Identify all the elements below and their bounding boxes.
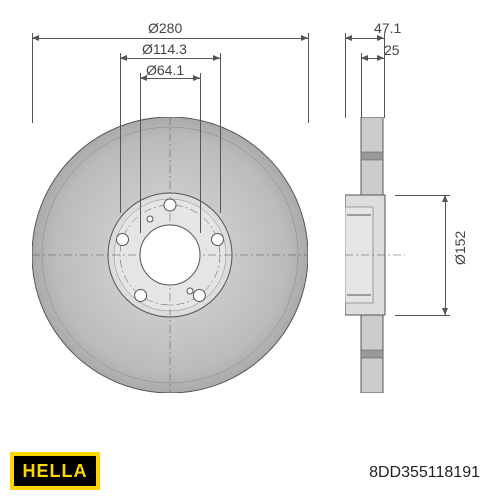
dim-label-hub-dia: Ø152 <box>452 231 468 265</box>
dim-label-thickness: 25 <box>384 42 400 58</box>
side-view <box>345 117 405 393</box>
ext-line <box>200 73 201 233</box>
ext-line <box>220 53 221 213</box>
dim-arrow-thickness <box>361 58 384 59</box>
dim-arrow-outer-dia <box>32 38 308 39</box>
dim-label-outer-dia: Ø280 <box>148 20 182 36</box>
ext-line <box>140 73 141 233</box>
front-view <box>32 117 308 393</box>
ext-line <box>345 33 346 118</box>
dim-arrow-hub-dia <box>445 195 446 315</box>
dim-label-bolt-circle: Ø114.3 <box>142 41 187 57</box>
brand-logo: HELLA <box>10 452 100 490</box>
ext-line <box>361 53 362 118</box>
dim-label-hub-height: 47.1 <box>374 20 401 36</box>
dim-arrow-bolt-circle <box>120 58 220 59</box>
technical-drawing: Ø280 Ø114.3 Ø64.1 47.1 25 Ø152 <box>0 0 500 500</box>
dim-arrow-hub-bore <box>140 78 200 79</box>
ext-line <box>395 315 450 316</box>
dim-label-hub-bore: Ø64.1 <box>146 62 184 78</box>
ext-line <box>120 53 121 213</box>
dim-arrow-hub-height <box>345 38 384 39</box>
part-number: 8DD355118191 <box>369 464 480 482</box>
brand-logo-text: HELLA <box>23 461 88 482</box>
ext-line <box>308 33 309 123</box>
ext-line <box>32 33 33 123</box>
